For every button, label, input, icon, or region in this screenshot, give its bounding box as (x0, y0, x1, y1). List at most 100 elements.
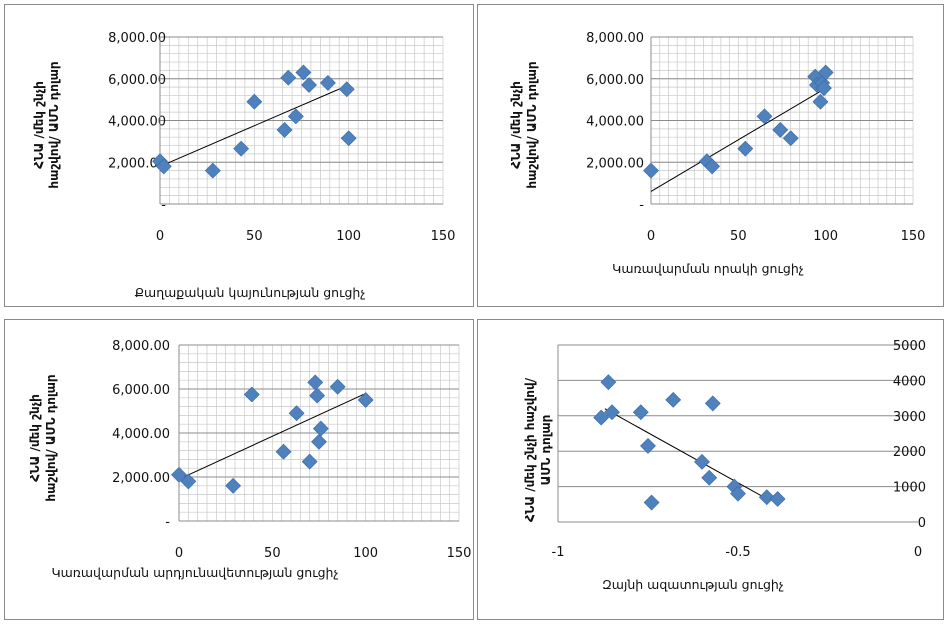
data-point (309, 387, 326, 404)
chart-panel-government-effectiveness: - 2,000.00 4,000.00 6,000.00 8,000.00 0 50 100 1… (4, 319, 474, 620)
data-point (233, 140, 250, 157)
y-tick-label: 4,000.00 (108, 115, 166, 130)
y-axis-label-line2: ԱՄՆ դոլար (539, 415, 553, 486)
y-tick-label: 4,000.00 (112, 427, 170, 442)
x-tick-label: 0 (175, 546, 183, 561)
data-point (276, 121, 293, 138)
data-point (701, 469, 718, 486)
y-tick-label: 5000 (893, 339, 926, 354)
y-tick-label: - (165, 515, 170, 530)
x-tick-label: -1 (552, 545, 565, 560)
data-point (643, 162, 659, 179)
y-tick-label: 6,000.00 (112, 383, 170, 398)
data-point (180, 473, 197, 490)
y-axis-label-line1: ՀՆԱ /մեկ շնչի (28, 394, 42, 482)
x-tick-label: 150 (901, 229, 926, 244)
data-point (782, 130, 799, 147)
y-tick-label: - (161, 198, 166, 213)
y-tick-label: 3000 (893, 410, 926, 425)
y-axis-label-line2: հաշվով/ ԱՄՆ դոլար (47, 61, 61, 188)
data-point (319, 75, 336, 91)
scatter-chart-political-stability: - 2,000.00 4,000.00 6,000.00 8,000.00 0 50 100 1… (32, 31, 456, 300)
y-axis-label-line1: ՀՆԱ /մեկ շնչի հաշվով/ (523, 377, 537, 522)
data-point (812, 93, 829, 110)
y-tick-label: 2,000.00 (112, 471, 170, 486)
data-point (643, 494, 660, 511)
y-tick-label: 0 (918, 516, 926, 531)
x-tick-label: 100 (813, 229, 838, 244)
data-point (311, 433, 327, 450)
x-axis-label: Կառավարման որակի ցուցիչ (612, 261, 804, 276)
data-point (246, 93, 263, 110)
data-point (593, 409, 610, 426)
y-tick-label: 8,000.00 (586, 31, 644, 46)
scatter-chart-government-effectiveness: - 2,000.00 4,000.00 6,000.00 8,000.00 0 50 100 1… (28, 339, 472, 580)
x-tick-label: 150 (447, 546, 472, 561)
y-tick-label: - (639, 198, 644, 213)
x-tick-label: -0.5 (725, 545, 750, 560)
data-point (756, 108, 773, 125)
y-axis-label-line1: ՀՆԱ /մեկ շնչի (32, 81, 46, 169)
y-tick-label: 1000 (893, 481, 926, 496)
data-point (640, 437, 656, 454)
data-point (155, 158, 172, 175)
x-axis-label: Կառավարման արդյունավետության ցուցիչ (51, 565, 338, 580)
trendline (604, 408, 771, 502)
y-tick-label: 8,000.00 (108, 31, 166, 46)
y-tick-label: 6,000.00 (108, 73, 166, 88)
x-tick-label: 100 (353, 546, 378, 561)
trendline (178, 392, 366, 480)
data-point (704, 158, 721, 175)
x-axis-label: Քաղաքական կայունության ցուցիչ (135, 285, 366, 300)
y-tick-label: 4000 (893, 374, 926, 389)
y-tick-label: 2000 (893, 445, 926, 460)
data-point (817, 64, 834, 81)
y-tick-label: 6,000.00 (586, 73, 644, 88)
data-point (694, 453, 710, 470)
data-point (171, 466, 187, 483)
scatter-chart-regulatory-quality: - 2,000.00 4,000.00 6,000.00 8,000.00 0 50 100 1… (509, 31, 926, 276)
data-point (312, 420, 329, 437)
data-point (280, 69, 297, 86)
data-point (301, 77, 317, 93)
data-point (287, 108, 304, 125)
data-point (295, 64, 312, 81)
data-point (204, 162, 221, 179)
data-point (665, 391, 682, 408)
data-point (600, 374, 617, 391)
data-point (275, 443, 292, 460)
data-point (301, 453, 318, 470)
y-axis-label-line1: ՀՆԱ /մեկ շնչի (509, 81, 523, 169)
y-tick-label: 2,000.00 (108, 156, 166, 171)
x-tick-label: 0 (647, 229, 655, 244)
data-point (632, 404, 649, 421)
data-point (704, 395, 721, 412)
data-point (737, 140, 754, 157)
y-tick-label: 4,000.00 (586, 115, 644, 130)
data-point (288, 405, 305, 422)
data-point (604, 404, 620, 421)
data-point (758, 489, 775, 506)
scatter-chart-voice-accountability: 0 1000 2000 3000 4000 5000 -1 -0.5 0 ՀՆԱ /մեկ շնչ… (523, 339, 926, 592)
y-tick-label: 8,000.00 (112, 339, 170, 354)
data-point (225, 477, 242, 494)
x-tick-label: 100 (336, 229, 361, 244)
data-point (815, 80, 832, 97)
trendline (159, 84, 349, 167)
chart-panel-political-stability: - 2,000.00 4,000.00 6,000.00 8,000.00 0 50 100 1… (4, 4, 474, 307)
x-axis-label: Զայնի ազատության ցուցիչ (602, 577, 784, 592)
data-point (329, 378, 346, 395)
y-tick-label: 2,000.00 (586, 156, 644, 171)
data-point (243, 386, 260, 403)
chart-panel-regulatory-quality: - 2,000.00 4,000.00 6,000.00 8,000.00 0 50 100 1… (477, 4, 944, 307)
x-tick-label: 0 (914, 545, 922, 560)
y-axis-label-line2: հաշվով/ ԱՄՆ դոլար (44, 374, 58, 501)
x-tick-label: 0 (156, 229, 164, 244)
chart-panel-voice-accountability: 0 1000 2000 3000 4000 5000 -1 -0.5 0 ՀՆԱ /մեկ շնչ… (477, 319, 944, 620)
data-point (730, 485, 746, 502)
data-point (772, 121, 789, 138)
x-tick-label: 50 (246, 229, 263, 244)
data-point (769, 491, 786, 507)
x-tick-label: 50 (730, 229, 747, 244)
x-tick-label: 150 (431, 229, 456, 244)
